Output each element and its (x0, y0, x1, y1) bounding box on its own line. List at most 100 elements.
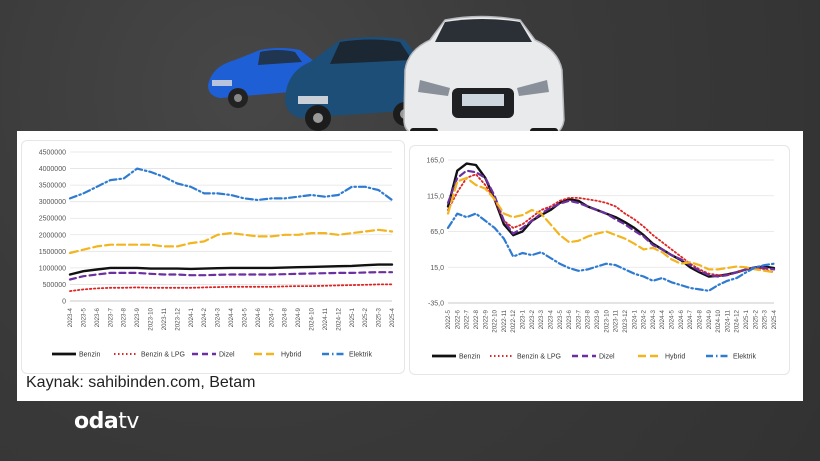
x-tick-label: 2023-4 (547, 309, 554, 329)
series-line-elektrik (446, 212, 776, 292)
logo-part-tv: tv (118, 409, 139, 434)
legend-label: Elektrik (349, 352, 372, 359)
legend-label: Benzin (79, 352, 101, 359)
series-line-elektrik (68, 167, 394, 202)
x-tick-label: 2025-1 (743, 309, 750, 329)
x-tick-label: 2022-5 (445, 309, 452, 329)
source-caption: Kaynak: sahibinden.com, Betam (26, 374, 256, 391)
legend-label: Dizel (599, 354, 615, 361)
x-tick-label: 2024-8 (282, 307, 289, 327)
y-tick-label: 2000000 (39, 232, 66, 239)
x-tick-label: 2025-4 (389, 307, 396, 327)
legend-label: Benzin & LPG (141, 352, 185, 359)
price-levels-chart: 0 500000 1000000 1500000 2000000 2500000 30000… (21, 140, 405, 374)
y-tick-label: 4000000 (39, 166, 66, 173)
x-tick-label: 2023-12 (174, 307, 181, 330)
series-line-benzin (446, 162, 776, 278)
left-chart-series (68, 167, 394, 293)
dark-blue-hatchback-image (285, 37, 423, 131)
x-tick-label: 2023-6 (566, 309, 573, 329)
x-tick-label: 2024-4 (228, 307, 235, 327)
legend-label: Benzin (459, 354, 481, 361)
x-tick-label: 2025-3 (376, 307, 383, 327)
x-tick-label: 2024-1 (188, 307, 195, 327)
y-tick-label: 3500000 (39, 183, 66, 190)
y-tick-label: 2500000 (39, 216, 66, 223)
x-tick-label: 2025-4 (771, 309, 778, 329)
series-line-benzin (68, 263, 394, 276)
left-chart-grid (70, 151, 392, 302)
white-sedan-image (403, 15, 565, 142)
cars-illustration (208, 15, 565, 142)
x-tick-label: 2024-7 (268, 307, 275, 327)
x-tick-label: 2023-7 (575, 309, 582, 329)
x-tick-label: 2024-6 (678, 309, 685, 329)
x-tick-label: 2023-5 (80, 307, 87, 327)
right-chart-legend: Benzin Benzin & LPG Dizel Hybrid Elektrik (432, 354, 756, 361)
x-tick-label: 2024-5 (669, 309, 676, 329)
right-chart-series (446, 162, 776, 292)
x-tick-label: 2022-6 (454, 309, 461, 329)
x-tick-label: 2023-7 (107, 307, 114, 327)
left-chart-legend: Benzin Benzin & LPG Dizel Hybrid Elektrik (52, 352, 372, 359)
x-tick-label: 2024-11 (322, 307, 329, 330)
x-tick-label: 2023-4 (67, 307, 74, 327)
x-tick-label: 2024-10 (309, 307, 316, 330)
x-tick-label: 2024-11 (724, 309, 731, 332)
legend-label: Benzin & LPG (517, 354, 561, 361)
y-tick-label: 500000 (43, 282, 66, 289)
logo-part-oda: oda (74, 409, 119, 434)
x-tick-label: 2024-10 (715, 309, 722, 332)
y-tick-label: -35,0 (428, 301, 444, 308)
y-tick-label: 165,0 (426, 158, 444, 165)
x-tick-label: 2023-1 (520, 309, 527, 329)
left-chart-x-ticks: 2023-4 2023-5 2023-6 2023-7 2023-8 2023-9 2023… (67, 307, 396, 330)
x-tick-label: 2025-2 (362, 307, 369, 327)
x-tick-label: 2023-11 (613, 309, 620, 332)
x-tick-label: 2022-11 (501, 309, 508, 332)
x-tick-label: 2024-8 (696, 309, 703, 329)
x-tick-label: 2025-2 (752, 309, 759, 329)
y-tick-label: 0 (62, 299, 66, 306)
x-tick-label: 2024-1 (631, 309, 638, 329)
x-tick-label: 2024-5 (241, 307, 248, 327)
x-tick-label: 2024-6 (255, 307, 262, 327)
x-tick-label: 2023-10 (603, 309, 610, 332)
legend-label: Elektrik (733, 354, 756, 361)
legend-label: Hybrid (281, 352, 301, 359)
x-tick-label: 2022-8 (473, 309, 480, 329)
right-chart-x-ticks: 2022-5 2022-6 2022-7 2022-8 2022-9 2022-10 202… (445, 309, 778, 332)
x-tick-label: 2024-12 (335, 307, 342, 330)
series-line-dizel (446, 169, 776, 278)
x-tick-label: 2024-9 (295, 307, 302, 327)
y-tick-label: 65,0 (430, 229, 444, 236)
y-tick-label: 3000000 (39, 199, 66, 206)
left-chart-y-ticks: 0 500000 1000000 1500000 2000000 2500000 30000… (39, 150, 66, 306)
x-tick-label: 2023-8 (121, 307, 128, 327)
series-line-hybrid (446, 176, 776, 274)
x-tick-label: 2023-9 (594, 309, 601, 329)
x-tick-label: 2024-2 (201, 307, 208, 327)
x-tick-label: 2024-12 (734, 309, 741, 332)
series-line-dizel (68, 271, 394, 281)
x-tick-label: 2023-6 (94, 307, 101, 327)
x-tick-label: 2023-2 (529, 309, 536, 329)
x-tick-label: 2023-9 (134, 307, 141, 327)
x-tick-label: 2022-12 (510, 309, 517, 332)
x-tick-label: 2024-9 (706, 309, 713, 329)
x-tick-label: 2022-7 (464, 309, 471, 329)
x-tick-label: 2023-8 (585, 309, 592, 329)
x-tick-label: 2024-2 (641, 309, 648, 329)
odatv-logo[interactable]: odatv (74, 409, 139, 434)
x-tick-label: 2024-7 (687, 309, 694, 329)
x-tick-label: 2023-12 (622, 309, 629, 332)
right-chart-y-ticks: 165,0 115,0 65,0 15,0 -35,0 (426, 158, 444, 308)
x-tick-label: 2023-11 (161, 307, 168, 330)
legend-label: Dizel (219, 352, 235, 359)
x-tick-label: 2024-3 (650, 309, 657, 329)
x-tick-label: 2024-3 (215, 307, 222, 327)
right-chart-grid (448, 159, 774, 304)
series-line-benzin-lpg (69, 283, 393, 293)
series-line-benzin-lpg (447, 173, 775, 277)
y-tick-label: 115,0 (427, 193, 444, 200)
